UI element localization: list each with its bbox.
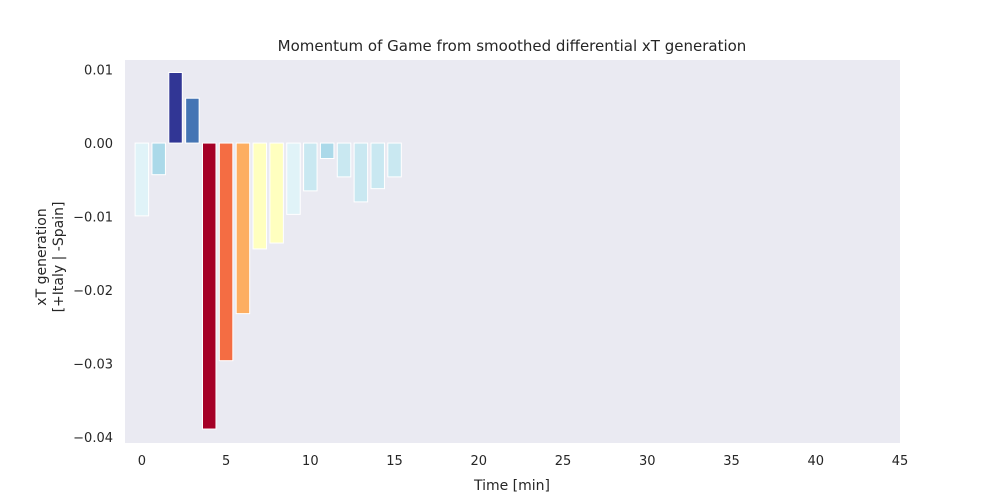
bars-group: [134, 71, 402, 430]
x-tick-label: 35: [723, 454, 740, 469]
bar-6: [235, 142, 251, 315]
x-tick-label: 0: [138, 454, 146, 469]
y-tick-label: 0.00: [84, 137, 113, 152]
y-tick-label: −0.02: [73, 284, 113, 299]
bar-9: [286, 142, 301, 215]
bar-2: [168, 71, 183, 144]
bar-0: [134, 142, 150, 217]
bar-4: [202, 142, 217, 430]
x-axis-label: Time [min]: [473, 478, 550, 494]
plot-area: [125, 60, 900, 443]
x-tick-label: 20: [471, 454, 488, 469]
bar-8: [269, 142, 284, 244]
y-tick-label: −0.01: [73, 211, 113, 226]
y-axis-label-line2: [+Italy | -Spain]: [51, 202, 67, 313]
y-tick-labels: 0.01 0.00 −0.01 −0.02 −0.03 −0.04: [73, 64, 113, 447]
x-tick-label: 25: [555, 454, 572, 469]
bar-7: [252, 142, 268, 250]
x-tick-label: 15: [386, 454, 403, 469]
x-tick-label: 40: [807, 454, 824, 469]
x-tick-label: 5: [222, 454, 230, 469]
y-tick-label: −0.04: [73, 431, 113, 446]
x-tick-label: 45: [892, 454, 909, 469]
chart-title: Momentum of Game from smoothed different…: [278, 37, 747, 55]
bar-3: [185, 97, 200, 144]
bar-13: [353, 142, 369, 203]
x-tick-labels: 0 5 10 15 20 25 30 35 40 45: [138, 454, 909, 469]
bar-11: [319, 142, 335, 160]
y-tick-label: −0.03: [73, 358, 113, 373]
bar-15: [387, 142, 402, 178]
bar-5: [218, 142, 234, 362]
y-tick-label: 0.01: [84, 64, 113, 79]
x-tick-label: 10: [302, 454, 319, 469]
bar-14: [370, 142, 385, 190]
bar-10: [303, 142, 318, 192]
bar-12: [336, 142, 352, 178]
x-tick-label: 30: [639, 454, 656, 469]
bar-1: [151, 142, 166, 176]
y-axis-label-line1: xT generation: [34, 208, 50, 305]
